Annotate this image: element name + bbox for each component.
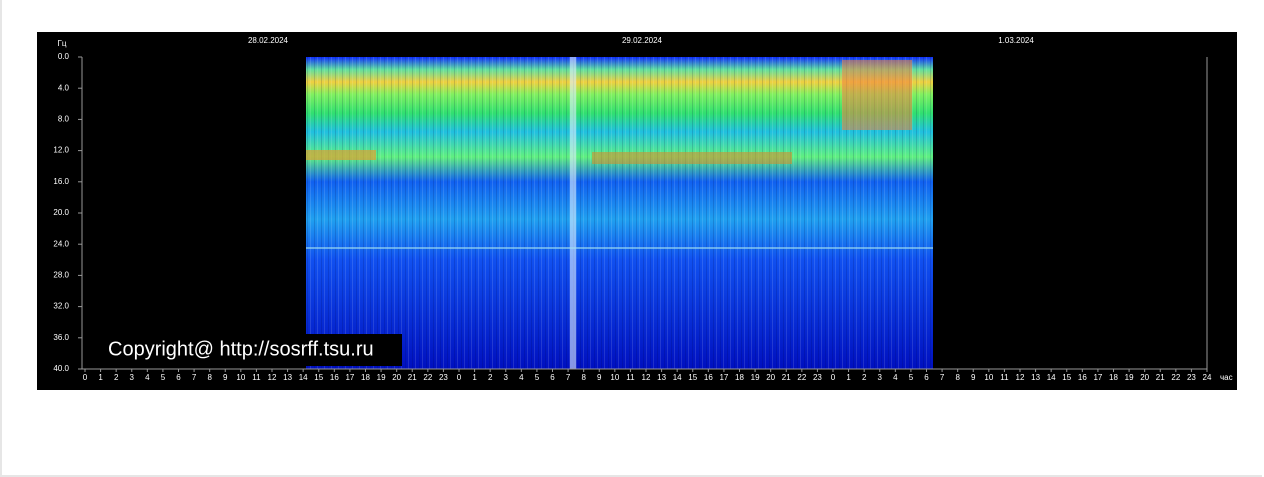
copyright-box xyxy=(102,334,402,366)
x-tick-label: 18 xyxy=(1109,373,1118,382)
x-tick-label: 20 xyxy=(1140,373,1149,382)
x-tick-label: 17 xyxy=(345,373,354,382)
x-tick-label: 18 xyxy=(361,373,370,382)
x-tick-label: 3 xyxy=(878,373,883,382)
x-tick-label: 16 xyxy=(704,373,713,382)
x-tick-label: 15 xyxy=(1062,373,1071,382)
x-tick-label: 21 xyxy=(408,373,417,382)
x-tick-label: 22 xyxy=(797,373,806,382)
x-tick-label: 15 xyxy=(688,373,697,382)
x-tick-label: 0 xyxy=(457,373,462,382)
x-tick-label: 24 xyxy=(1203,373,1212,382)
x-tick-label: 21 xyxy=(782,373,791,382)
x-tick-label: 3 xyxy=(504,373,509,382)
x-tick-label: 18 xyxy=(735,373,744,382)
x-tick-label: 17 xyxy=(1093,373,1102,382)
x-tick-label: 13 xyxy=(283,373,292,382)
y-tick-label: 0.0 xyxy=(58,52,70,61)
x-tick-label: 7 xyxy=(566,373,571,382)
x-tick-label: 7 xyxy=(940,373,945,382)
x-tick-label: 11 xyxy=(1000,373,1009,382)
x-tick-label: 15 xyxy=(314,373,323,382)
x-tick-label: 16 xyxy=(330,373,339,382)
x-tick-label: 4 xyxy=(145,373,150,382)
x-tick-label: 8 xyxy=(581,373,586,382)
y-tick-label: 12.0 xyxy=(53,146,69,155)
x-tick-label: 14 xyxy=(673,373,682,382)
x-tick-label: 2 xyxy=(114,373,119,382)
x-tick-label: 5 xyxy=(535,373,540,382)
x-tick-label: 13 xyxy=(1031,373,1040,382)
x-tick-label: 6 xyxy=(924,373,929,382)
y-tick-label: 36.0 xyxy=(53,333,69,342)
x-tick-label: 2 xyxy=(488,373,493,382)
x-tick-label: 23 xyxy=(813,373,822,382)
x-tick-label: 0 xyxy=(83,373,88,382)
y-tick-label: 24.0 xyxy=(53,239,69,248)
x-tick-label: 6 xyxy=(176,373,181,382)
y-tick-label: 20.0 xyxy=(53,208,69,217)
y-tick-label: 8.0 xyxy=(58,115,70,124)
x-tick-label: 14 xyxy=(299,373,308,382)
x-tick-label: 22 xyxy=(423,373,432,382)
y-tick-label: 40.0 xyxy=(53,364,69,373)
x-tick-label: 12 xyxy=(1016,373,1025,382)
x-tick-label: 5 xyxy=(161,373,166,382)
y-tick-label: 32.0 xyxy=(53,302,69,311)
x-tick-label: 11 xyxy=(252,373,261,382)
x-tick-label: 7 xyxy=(192,373,197,382)
x-tick-label: 12 xyxy=(642,373,651,382)
x-tick-label: 3 xyxy=(130,373,135,382)
x-tick-label: 11 xyxy=(626,373,635,382)
x-tick-label: 16 xyxy=(1078,373,1087,382)
x-tick-label: 9 xyxy=(223,373,228,382)
date-label: 1.03.2024 xyxy=(998,36,1034,45)
copyright: Copyright@ http://sosrff.tsu.ru xyxy=(108,338,374,360)
date-label: 29.02.2024 xyxy=(622,36,663,45)
x-tick-label: 1 xyxy=(98,373,103,382)
x-tick-label: 19 xyxy=(1125,373,1134,382)
x-tick-label: 17 xyxy=(719,373,728,382)
x-tick-label: 9 xyxy=(597,373,602,382)
x-tick-label: 8 xyxy=(955,373,960,382)
x-tick-label: 19 xyxy=(377,373,386,382)
x-tick-label: 19 xyxy=(751,373,760,382)
x-tick-label: 21 xyxy=(1156,373,1165,382)
x-tick-label: 23 xyxy=(439,373,448,382)
x-tick-label: 23 xyxy=(1187,373,1196,382)
x-tick-label: 9 xyxy=(971,373,976,382)
x-tick-label: 13 xyxy=(657,373,666,382)
x-tick-label: 0 xyxy=(831,373,836,382)
y-tick-label: 28.0 xyxy=(53,271,69,280)
x-tick-label: 6 xyxy=(550,373,555,382)
x-tick-label: 2 xyxy=(862,373,867,382)
x-tick-label: 10 xyxy=(984,373,993,382)
spectrogram-image xyxy=(306,57,933,369)
x-tick-label: 8 xyxy=(207,373,212,382)
x-unit: час xyxy=(1220,373,1233,382)
x-tick-label: 12 xyxy=(268,373,277,382)
y-unit: Гц xyxy=(58,39,67,48)
y-tick-label: 16.0 xyxy=(53,177,69,186)
x-tick-label: 20 xyxy=(766,373,775,382)
x-tick-label: 1 xyxy=(846,373,851,382)
x-tick-label: 14 xyxy=(1047,373,1056,382)
x-tick-label: 4 xyxy=(519,373,524,382)
x-tick-label: 20 xyxy=(392,373,401,382)
x-tick-label: 10 xyxy=(236,373,245,382)
x-tick-label: 4 xyxy=(893,373,898,382)
date-label: 28.02.2024 xyxy=(248,36,289,45)
x-tick-label: 5 xyxy=(909,373,914,382)
x-tick-label: 10 xyxy=(610,373,619,382)
x-tick-label: 1 xyxy=(472,373,477,382)
x-tick-label: 22 xyxy=(1171,373,1180,382)
y-tick-label: 4.0 xyxy=(58,83,70,92)
